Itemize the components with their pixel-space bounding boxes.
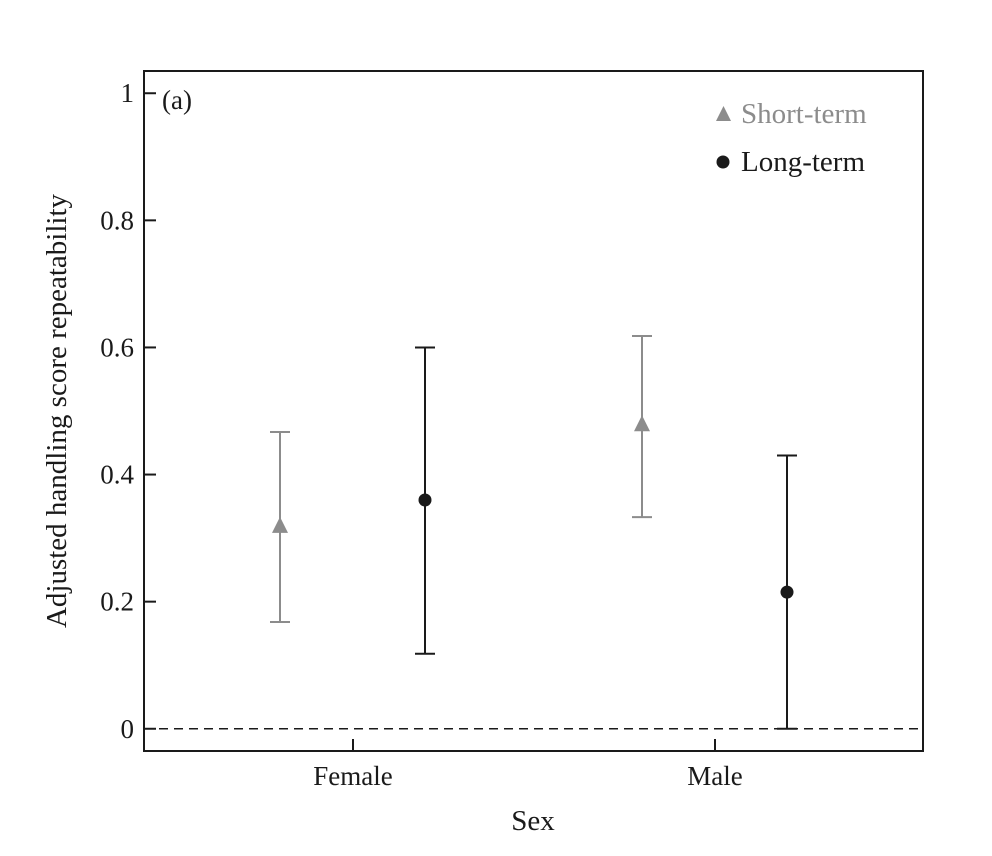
y-tick-label: 0 [121, 714, 135, 744]
x-tick-label: Male [687, 761, 742, 791]
y-axis-title: Adjusted handling score repeatability [41, 193, 73, 628]
short-term-point [272, 516, 288, 533]
short-term-point [634, 415, 650, 432]
panel-label: (a) [162, 85, 192, 115]
legend: Short-term Long-term [716, 98, 867, 178]
legend-label-short-term: Short-term [741, 98, 867, 130]
legend-label-long-term: Long-term [741, 146, 865, 178]
y-tick-label: 0.8 [100, 205, 134, 235]
y-tick-label: 0.4 [100, 460, 134, 490]
legend-marker-long-term [716, 155, 730, 169]
y-tick-label: 1 [121, 78, 135, 108]
plot-frame [143, 70, 924, 752]
long-term-point [418, 493, 432, 507]
x-axis: Female Male [313, 739, 743, 791]
y-tick-label: 0.2 [100, 587, 134, 617]
y-axis: 0 0.2 0.4 0.6 0.8 1 [100, 78, 156, 744]
legend-marker-short-term [716, 106, 731, 121]
x-tick-label: Female [313, 761, 392, 791]
series-markers [270, 335, 797, 730]
x-axis-title: Sex [511, 805, 555, 837]
long-term-point [780, 585, 794, 599]
y-tick-label: 0.6 [100, 332, 134, 362]
